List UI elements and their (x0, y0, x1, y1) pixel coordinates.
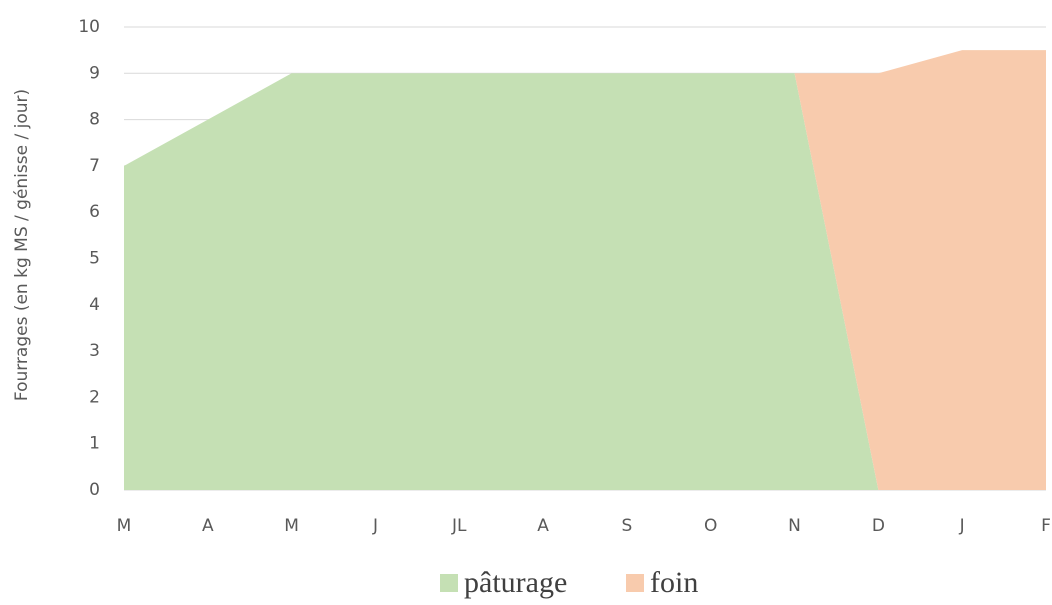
area (124, 73, 1046, 491)
y-tick-label: 4 (89, 295, 100, 315)
legend-swatch (440, 574, 458, 592)
x-tick-label: M (284, 516, 299, 536)
y-axis-label: Fourrages (en kg MS / génisse / jour) (12, 89, 32, 401)
x-tick-label: N (788, 516, 801, 536)
x-tick-label: S (622, 516, 633, 536)
y-tick-label: 2 (89, 387, 100, 407)
x-tick-label: D (872, 516, 885, 536)
y-tick-label: 7 (89, 156, 100, 176)
x-tick-label: A (202, 516, 214, 536)
y-tick-label: 1 (89, 434, 100, 454)
legend-label: pâturage (464, 566, 567, 599)
x-tick-label: F (1041, 516, 1051, 536)
x-tick-label: J (372, 516, 378, 536)
x-tick-label: O (704, 516, 717, 536)
y-tick-label: 9 (89, 63, 100, 83)
y-tick-label: 6 (89, 202, 100, 222)
y-tick-label: 10 (78, 17, 100, 37)
y-tick-label: 3 (89, 341, 100, 361)
y-tick-label: 5 (89, 249, 100, 269)
legend-label: foin (650, 566, 698, 599)
x-tick-label: A (537, 516, 549, 536)
x-tick-label: M (117, 516, 132, 536)
x-tick-label: J (959, 516, 965, 536)
x-tick-label: JL (451, 516, 467, 536)
area (124, 50, 1046, 491)
y-tick-label: 8 (89, 110, 100, 130)
legend-swatch (626, 574, 644, 592)
y-tick-label: 0 (89, 480, 100, 500)
